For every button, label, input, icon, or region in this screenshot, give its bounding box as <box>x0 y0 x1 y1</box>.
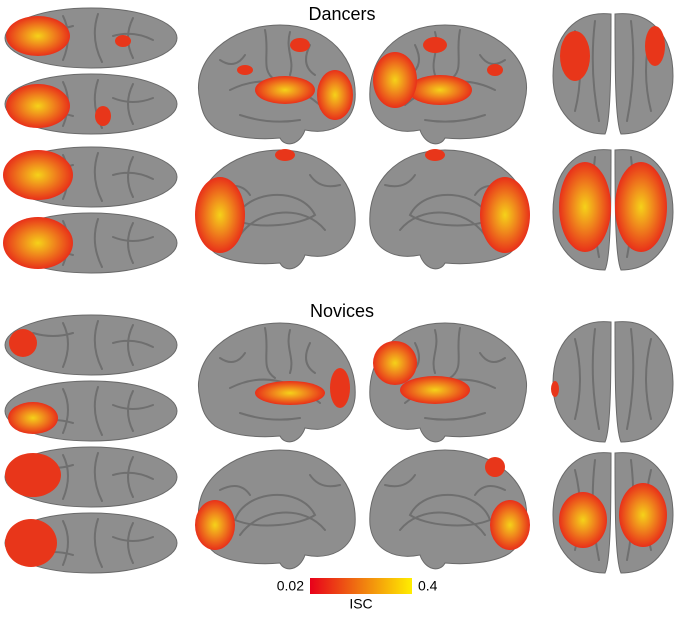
brain-dorsal <box>4 314 178 442</box>
colorbar <box>310 578 412 594</box>
brain-medial <box>368 449 530 570</box>
colorbar-max: 0.4 <box>418 578 438 594</box>
brain-lateral <box>368 322 528 443</box>
brain-posterior <box>552 451 674 574</box>
brain-lateral <box>368 24 528 145</box>
brain-medial <box>368 149 530 270</box>
brain-frontal <box>552 12 674 135</box>
brain-medial <box>195 449 357 570</box>
brain-ventral <box>4 446 178 574</box>
colorbar-min: 0.02 <box>277 578 304 594</box>
group-title: Dancers <box>308 4 375 24</box>
brain-medial <box>195 149 357 270</box>
brain-dorsal <box>4 7 178 135</box>
group-title: Novices <box>310 301 374 321</box>
brain-lateral <box>197 322 357 443</box>
brain-posterior <box>552 148 674 271</box>
brain-frontal <box>551 320 674 443</box>
colorbar-title: ISC <box>349 596 372 612</box>
brain-ventral <box>3 146 178 274</box>
brain-lateral <box>197 24 357 145</box>
